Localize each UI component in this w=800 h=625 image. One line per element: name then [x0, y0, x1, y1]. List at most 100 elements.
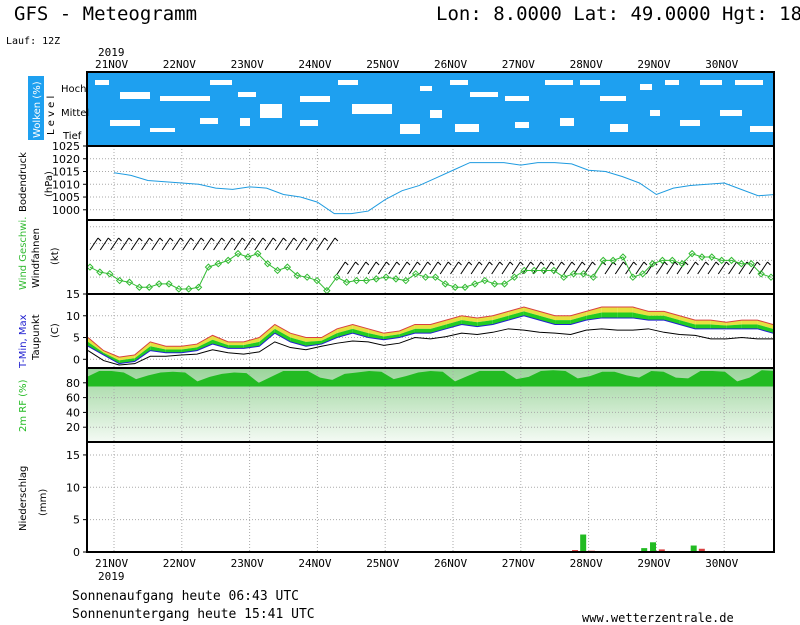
- wind-barb: [542, 261, 555, 275]
- temperature-ylabel2: Taupunkt: [31, 314, 42, 361]
- temp-band-warm: [570, 311, 587, 321]
- wind-marker: [471, 280, 479, 288]
- temp-band-cool: [165, 349, 182, 353]
- cloud-gap: [150, 128, 175, 132]
- precipitation-bar: [641, 548, 648, 552]
- temp-band-warm: [103, 350, 120, 361]
- wind-marker: [244, 253, 252, 261]
- wind-barb: [161, 237, 174, 251]
- temp-band-cool: [305, 340, 322, 347]
- bottom-date-labels: 21NOV 22NOV 23NOV 24NOV 25NOV 26NOV 27NOV 28NOV…: [95, 557, 739, 570]
- date-label-bottom: 26NOV: [434, 557, 467, 570]
- wind-marker: [569, 270, 578, 278]
- wind-barb: [656, 261, 668, 275]
- cloud-level-label: L e v e l: [46, 96, 57, 135]
- wind-marker: [550, 266, 558, 275]
- temp-band-cool: [243, 341, 260, 349]
- cloud-gap: [352, 104, 392, 114]
- cloud-gap: [300, 120, 318, 126]
- temp-band-warm: [586, 307, 602, 316]
- pressure-grid: [87, 145, 774, 220]
- cloud-gap: [560, 118, 574, 126]
- wind-barb: [110, 237, 122, 251]
- pressure-unit: (hPa): [44, 171, 55, 197]
- year-top: 2019: [98, 46, 125, 59]
- temp-band-cool: [664, 315, 680, 325]
- date-label-bottom: 23NOV: [231, 557, 264, 570]
- date-label-bottom: 28NOV: [570, 557, 603, 570]
- wind-marker: [224, 256, 232, 265]
- wind-marker: [323, 286, 331, 295]
- date-label-bottom: 21NOV: [95, 557, 128, 570]
- wind-barb: [274, 237, 287, 251]
- date-label-top: 27NOV: [502, 58, 535, 71]
- wind-marker: [392, 275, 400, 283]
- temp-band-cool: [710, 324, 727, 329]
- wind-barb: [316, 237, 328, 251]
- wind-marker: [214, 260, 223, 268]
- site-url: www.wetterzentrale.de: [582, 611, 734, 625]
- tmax-line: [87, 306, 774, 358]
- temp-band-cool: [88, 341, 104, 355]
- wind-barb: [233, 237, 246, 251]
- wind-marker: [362, 276, 371, 285]
- wind-marker: [402, 276, 410, 285]
- temp-band-warm: [181, 344, 197, 350]
- temperature-ticks: 0 5 10 15: [66, 288, 87, 366]
- temp-band-cool: [134, 346, 151, 362]
- precipitation-bars: [572, 534, 705, 552]
- wind-unit: (kt): [50, 247, 61, 265]
- temp-band-cool: [461, 320, 478, 327]
- wind-marker: [86, 263, 94, 271]
- temp-band-cool: [601, 312, 618, 318]
- run-label: Lauf: 12Z: [6, 36, 60, 47]
- wind-barb: [388, 261, 401, 275]
- wind-barb: [285, 237, 298, 251]
- temp-band-warm: [726, 320, 742, 326]
- sunrise-text: Sonnenaufgang heute 06:43 UTC: [72, 589, 299, 604]
- wind-marker: [283, 263, 292, 271]
- wind-marker: [757, 270, 765, 278]
- temp-band-warm: [664, 311, 680, 321]
- wind-barb: [336, 261, 349, 275]
- temp-band-warm: [243, 337, 260, 346]
- wind-marker: [461, 283, 469, 291]
- temp-band-cool: [523, 311, 540, 321]
- wind-marker: [579, 270, 588, 278]
- wind-barb: [604, 261, 617, 275]
- wind-barb: [635, 261, 648, 275]
- temp-band-cool: [741, 324, 758, 329]
- wind-panel-frame: [86, 219, 775, 295]
- temp-band-cool: [617, 312, 633, 318]
- temp-band-cool: [539, 315, 556, 325]
- wind-speed-markers: [86, 249, 775, 295]
- wind-marker: [342, 278, 351, 286]
- temp-band-cool: [274, 328, 291, 342]
- wind-barb: [367, 261, 380, 275]
- wind-barb: [759, 261, 771, 275]
- tick-label: 1020: [52, 153, 80, 166]
- temperature-ylabel: T-Min, Max: [18, 314, 29, 369]
- wind-marker: [668, 256, 677, 265]
- wind-marker: [421, 273, 430, 281]
- wind-barb: [202, 237, 215, 251]
- cloud-gap: [700, 80, 722, 85]
- tick-label: 15: [66, 449, 80, 462]
- wind-marker: [451, 283, 459, 291]
- wind-barb: [347, 261, 359, 275]
- tick-label: 5: [73, 514, 80, 527]
- wind-marker: [431, 273, 440, 281]
- wind-marker: [658, 256, 667, 265]
- wind-barb: [583, 261, 596, 275]
- tmin-label: T-Min, Max: [18, 314, 29, 369]
- temp-band-warm: [321, 328, 338, 341]
- temp-band-cool: [352, 328, 369, 338]
- precipitation-bar: [658, 549, 665, 552]
- wind-barb: [666, 261, 679, 275]
- wind-barb: [357, 261, 370, 275]
- temp-band-cool: [446, 320, 462, 329]
- sunset-text: Sonnenuntergang heute 15:41 UTC: [72, 607, 315, 622]
